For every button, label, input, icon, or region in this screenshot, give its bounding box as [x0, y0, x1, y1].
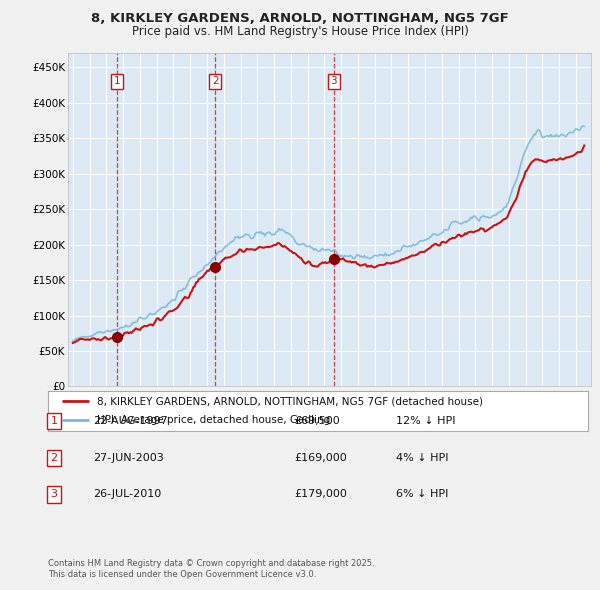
- Text: 1: 1: [50, 417, 58, 426]
- Text: £179,000: £179,000: [294, 490, 347, 499]
- Text: HPI: Average price, detached house, Gedling: HPI: Average price, detached house, Gedl…: [97, 415, 330, 425]
- Text: 3: 3: [331, 77, 337, 87]
- Text: 4% ↓ HPI: 4% ↓ HPI: [396, 453, 449, 463]
- Text: 8, KIRKLEY GARDENS, ARNOLD, NOTTINGHAM, NG5 7GF (detached house): 8, KIRKLEY GARDENS, ARNOLD, NOTTINGHAM, …: [97, 396, 482, 407]
- Text: £169,000: £169,000: [294, 453, 347, 463]
- Text: 2: 2: [212, 77, 218, 87]
- Text: 26-JUL-2010: 26-JUL-2010: [93, 490, 161, 499]
- Text: 1: 1: [114, 77, 121, 87]
- Text: 27-JUN-2003: 27-JUN-2003: [93, 453, 164, 463]
- Text: Contains HM Land Registry data © Crown copyright and database right 2025.
This d: Contains HM Land Registry data © Crown c…: [48, 559, 374, 579]
- Text: 22-AUG-1997: 22-AUG-1997: [93, 417, 168, 426]
- Text: £69,500: £69,500: [294, 417, 340, 426]
- Text: 8, KIRKLEY GARDENS, ARNOLD, NOTTINGHAM, NG5 7GF: 8, KIRKLEY GARDENS, ARNOLD, NOTTINGHAM, …: [91, 12, 509, 25]
- Text: 2: 2: [50, 453, 58, 463]
- Text: 6% ↓ HPI: 6% ↓ HPI: [396, 490, 448, 499]
- Text: 3: 3: [50, 490, 58, 499]
- Text: 12% ↓ HPI: 12% ↓ HPI: [396, 417, 455, 426]
- Text: Price paid vs. HM Land Registry's House Price Index (HPI): Price paid vs. HM Land Registry's House …: [131, 25, 469, 38]
